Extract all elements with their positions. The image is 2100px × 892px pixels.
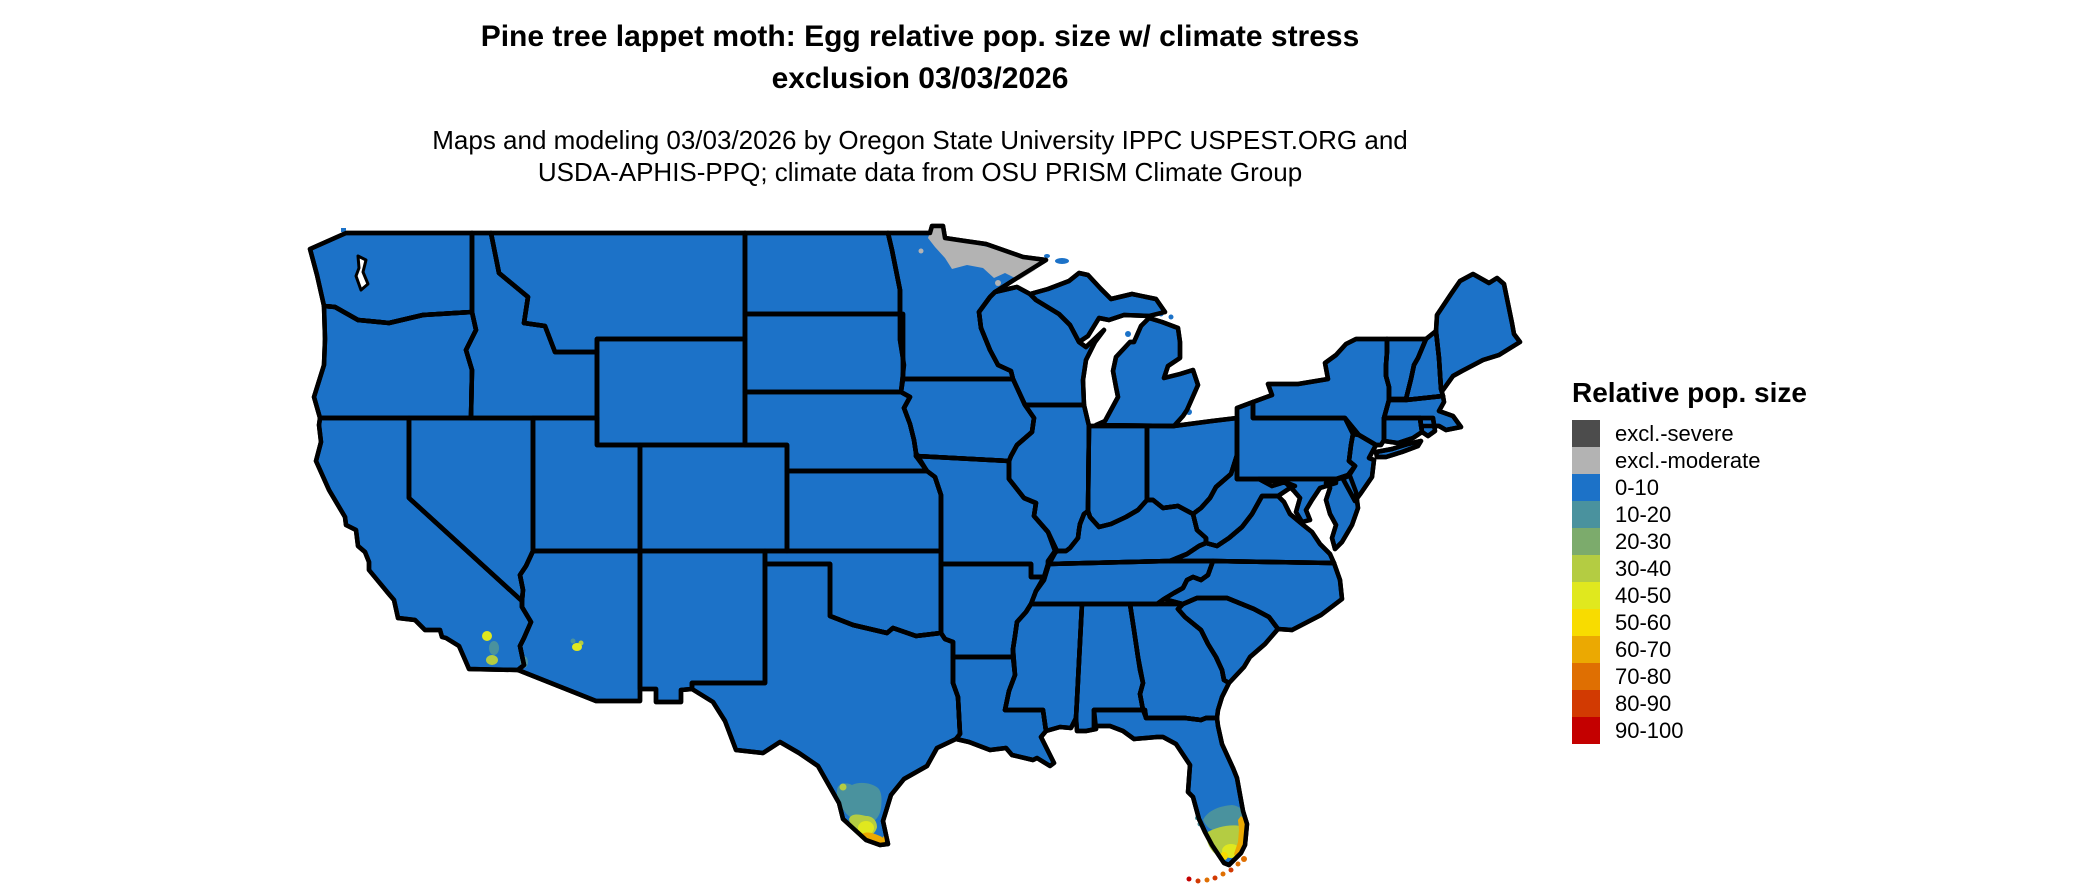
legend-label: 20-30 <box>1615 528 1672 554</box>
exclusion-region-northern-minnesota <box>928 227 1043 280</box>
state-kansas <box>784 468 944 554</box>
hotspot-imperial-valley-30-40 <box>486 655 498 665</box>
legend-title: Relative pop. size <box>1572 377 1807 408</box>
lake-michigan-island-dot <box>1125 331 1131 337</box>
coastline-decor-layer <box>354 254 370 292</box>
map-title-line1: Pine tree lappet moth: Egg relative pop.… <box>480 20 1360 53</box>
hotspot-miami-coast-60-70 <box>1234 816 1246 860</box>
legend-swatch <box>1572 636 1600 663</box>
legend-item-50-60: 50-60 <box>1572 609 1812 636</box>
lake-huron-island-dot <box>1168 314 1174 320</box>
legend-item-excl.-moderate: excl.-moderate <box>1572 447 1812 474</box>
legend-swatch <box>1572 447 1600 474</box>
legend-swatch <box>1572 420 1600 447</box>
point-roberts-dot <box>341 228 346 232</box>
legend-label: excl.-moderate <box>1615 447 1761 473</box>
legend-swatch <box>1572 717 1600 744</box>
florida-keys-dot <box>1204 877 1210 883</box>
florida-keys-dot <box>1228 867 1234 873</box>
legend-swatch <box>1572 582 1600 609</box>
legend-label: 80-90 <box>1615 690 1672 716</box>
legend-item-0-10: 0-10 <box>1572 474 1812 501</box>
hotspot-south-texas-60-70 <box>860 832 885 845</box>
puget-sound <box>354 254 370 292</box>
florida-keys-dot <box>1195 878 1201 884</box>
hotspot-south-texas-40-50 <box>858 821 874 835</box>
hotspot-south-florida-10-20 <box>1203 805 1246 832</box>
legend: Relative pop. size excl.-severe excl.-mod… <box>1572 377 1812 744</box>
legend-item-80-90: 80-90 <box>1572 690 1812 717</box>
lake-superior-island-dot <box>1044 254 1050 258</box>
legend-item-30-40: 30-40 <box>1572 555 1812 582</box>
legend-swatch <box>1572 501 1600 528</box>
legend-item-excl.-severe: excl.-severe <box>1572 420 1812 447</box>
hotspot-phoenix-10-20 <box>570 638 576 644</box>
legend-item-90-100: 90-100 <box>1572 717 1812 744</box>
legend-swatch <box>1572 663 1600 690</box>
legend-swatch <box>1572 528 1600 555</box>
us-map <box>300 222 1530 892</box>
map-subtitle-line1: Maps and modeling 03/03/2026 by Oregon S… <box>432 125 1408 155</box>
state-layer <box>307 223 1523 868</box>
legend-label: 60-70 <box>1615 636 1672 662</box>
legend-item-60-70: 60-70 <box>1572 636 1812 663</box>
legend-label: 40-50 <box>1615 582 1672 608</box>
legend-label: 30-40 <box>1615 555 1672 581</box>
legend-swatch <box>1572 609 1600 636</box>
legend-swatch <box>1572 474 1600 501</box>
map-subtitle-line2: USDA-APHIS-PPQ; climate data from OSU PR… <box>537 157 1303 187</box>
florida-keys-dot <box>1212 875 1218 881</box>
legend-swatch <box>1572 555 1600 582</box>
legend-item-70-80: 70-80 <box>1572 663 1812 690</box>
florida-keys-dot <box>1186 876 1192 882</box>
state-north-dakota <box>742 230 903 317</box>
legend-item-10-20: 10-20 <box>1572 501 1812 528</box>
legend-label: 90-100 <box>1615 717 1684 743</box>
hotspot-miami-coast-70-80 <box>1241 856 1247 862</box>
legend-label: 10-20 <box>1615 501 1672 527</box>
exclusion-dot-minnesota <box>918 248 924 254</box>
exclusion-dot-minnesota <box>995 280 1001 286</box>
legend-item-20-30: 20-30 <box>1572 528 1812 555</box>
legend-swatch <box>1572 690 1600 717</box>
hotspot-imperial-valley-40-50 <box>482 631 492 641</box>
state-new-mexico <box>637 548 768 705</box>
state-wyoming <box>594 336 748 448</box>
state-layer <box>307 223 1523 868</box>
map-subtitle: Maps and modeling 03/03/2026 by Oregon S… <box>0 124 1840 188</box>
map-title: Pine tree lappet moth: Egg relative pop.… <box>0 16 1840 100</box>
legend-rows: excl.-severe excl.-moderate 0-10 10-20 20-30… <box>1572 420 1812 744</box>
hotspot-phoenix-40-50 <box>572 643 582 651</box>
legend-label: 70-80 <box>1615 663 1672 689</box>
legend-item-40-50: 40-50 <box>1572 582 1812 609</box>
hotspot-south-texas-30-40-dot <box>839 783 847 791</box>
legend-label: 0-10 <box>1615 474 1660 500</box>
hotspot-imperial-valley-10-20 <box>489 641 499 655</box>
legend-label: excl.-severe <box>1615 420 1734 446</box>
map-title-line2: exclusion 03/03/2026 <box>771 62 1069 95</box>
isle-royale-dot <box>1055 258 1069 264</box>
state-colorado <box>637 442 790 554</box>
legend-label: 50-60 <box>1615 609 1672 635</box>
hotspot-south-texas-10-20 <box>836 782 882 824</box>
state-south-dakota <box>742 311 907 395</box>
florida-keys-dot <box>1235 861 1241 867</box>
florida-keys-dot <box>1220 871 1226 877</box>
